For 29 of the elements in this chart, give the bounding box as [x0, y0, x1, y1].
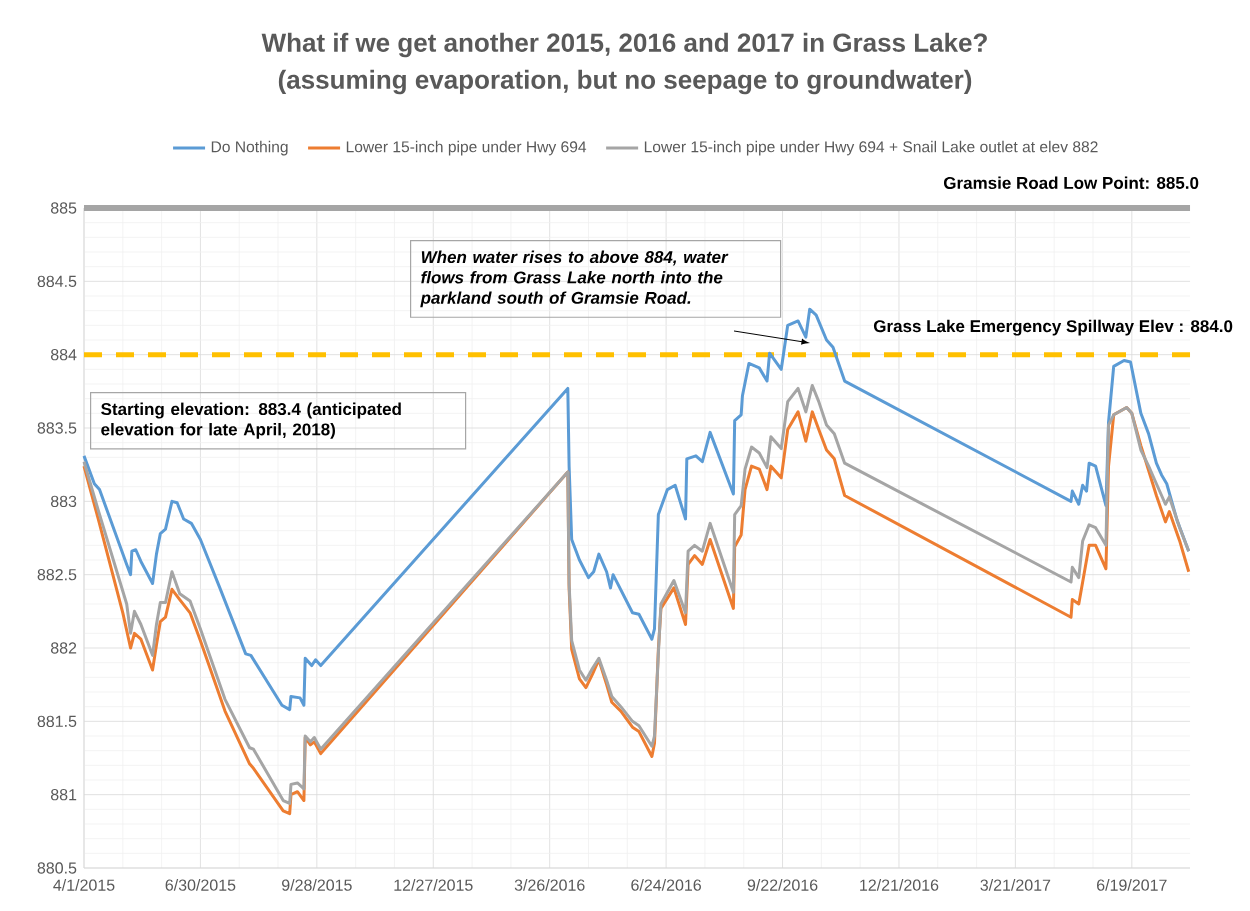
y-tick-label: 884: [50, 348, 77, 361]
chart-subtitle: (assuming evaporation, but no seepage to groundwater): [278, 69, 972, 95]
legend-label: Lower 15-inch pipe under Hwy 694: [346, 140, 587, 156]
y-tick-label: 880.5: [37, 862, 77, 874]
y-tick-label: 882.5: [37, 568, 77, 581]
x-tick-label: 6/19/2017: [1097, 879, 1167, 891]
x-tick-label: 3/21/2017: [980, 879, 1051, 891]
x-tick-label: 12/21/2016: [860, 879, 939, 891]
x-tick-label: 6/24/2016: [631, 879, 701, 891]
ref-line-label: Grass Lake Emergency Spillway Elev : 884.0: [873, 319, 1233, 336]
x-tick-label: 12/27/2015: [394, 879, 473, 891]
y-tick-label: 882: [50, 642, 77, 654]
y-tick-label: 881.5: [37, 715, 77, 727]
y-tick-label: 883.5: [37, 422, 77, 434]
y-tick-label: 883: [50, 495, 77, 507]
y-tick-label: 884.5: [37, 275, 77, 287]
y-tick-label: 881: [50, 788, 77, 801]
annotation: When water rises to above 884, water flows from Grass Lake north into the parkland south of Gramsie Road.: [420, 250, 729, 308]
annotation: Starting elevation: 883.4 (anticipated elevation for late April, 2018): [101, 402, 401, 439]
x-tick-label: 9/22/2016: [747, 879, 818, 891]
ref-line-label: Gramsie Road Low Point: 885.0: [943, 176, 1199, 189]
x-tick-label: 4/1/2015: [53, 879, 115, 891]
x-tick-label: 6/30/2015: [165, 879, 236, 891]
y-tick-label: 885: [50, 202, 77, 214]
x-tick-label: 9/28/2015: [282, 879, 352, 891]
x-tick-label: 3/26/2016: [514, 879, 585, 891]
chart-title: What if we get another 2015, 2016 and 2017 in Grass Lake?: [261, 32, 987, 58]
legend-label: Lower 15-inch pipe under Hwy 694 + Snail Lake outlet at elev 882: [644, 140, 1098, 156]
legend-label: Do Nothing: [211, 140, 288, 156]
